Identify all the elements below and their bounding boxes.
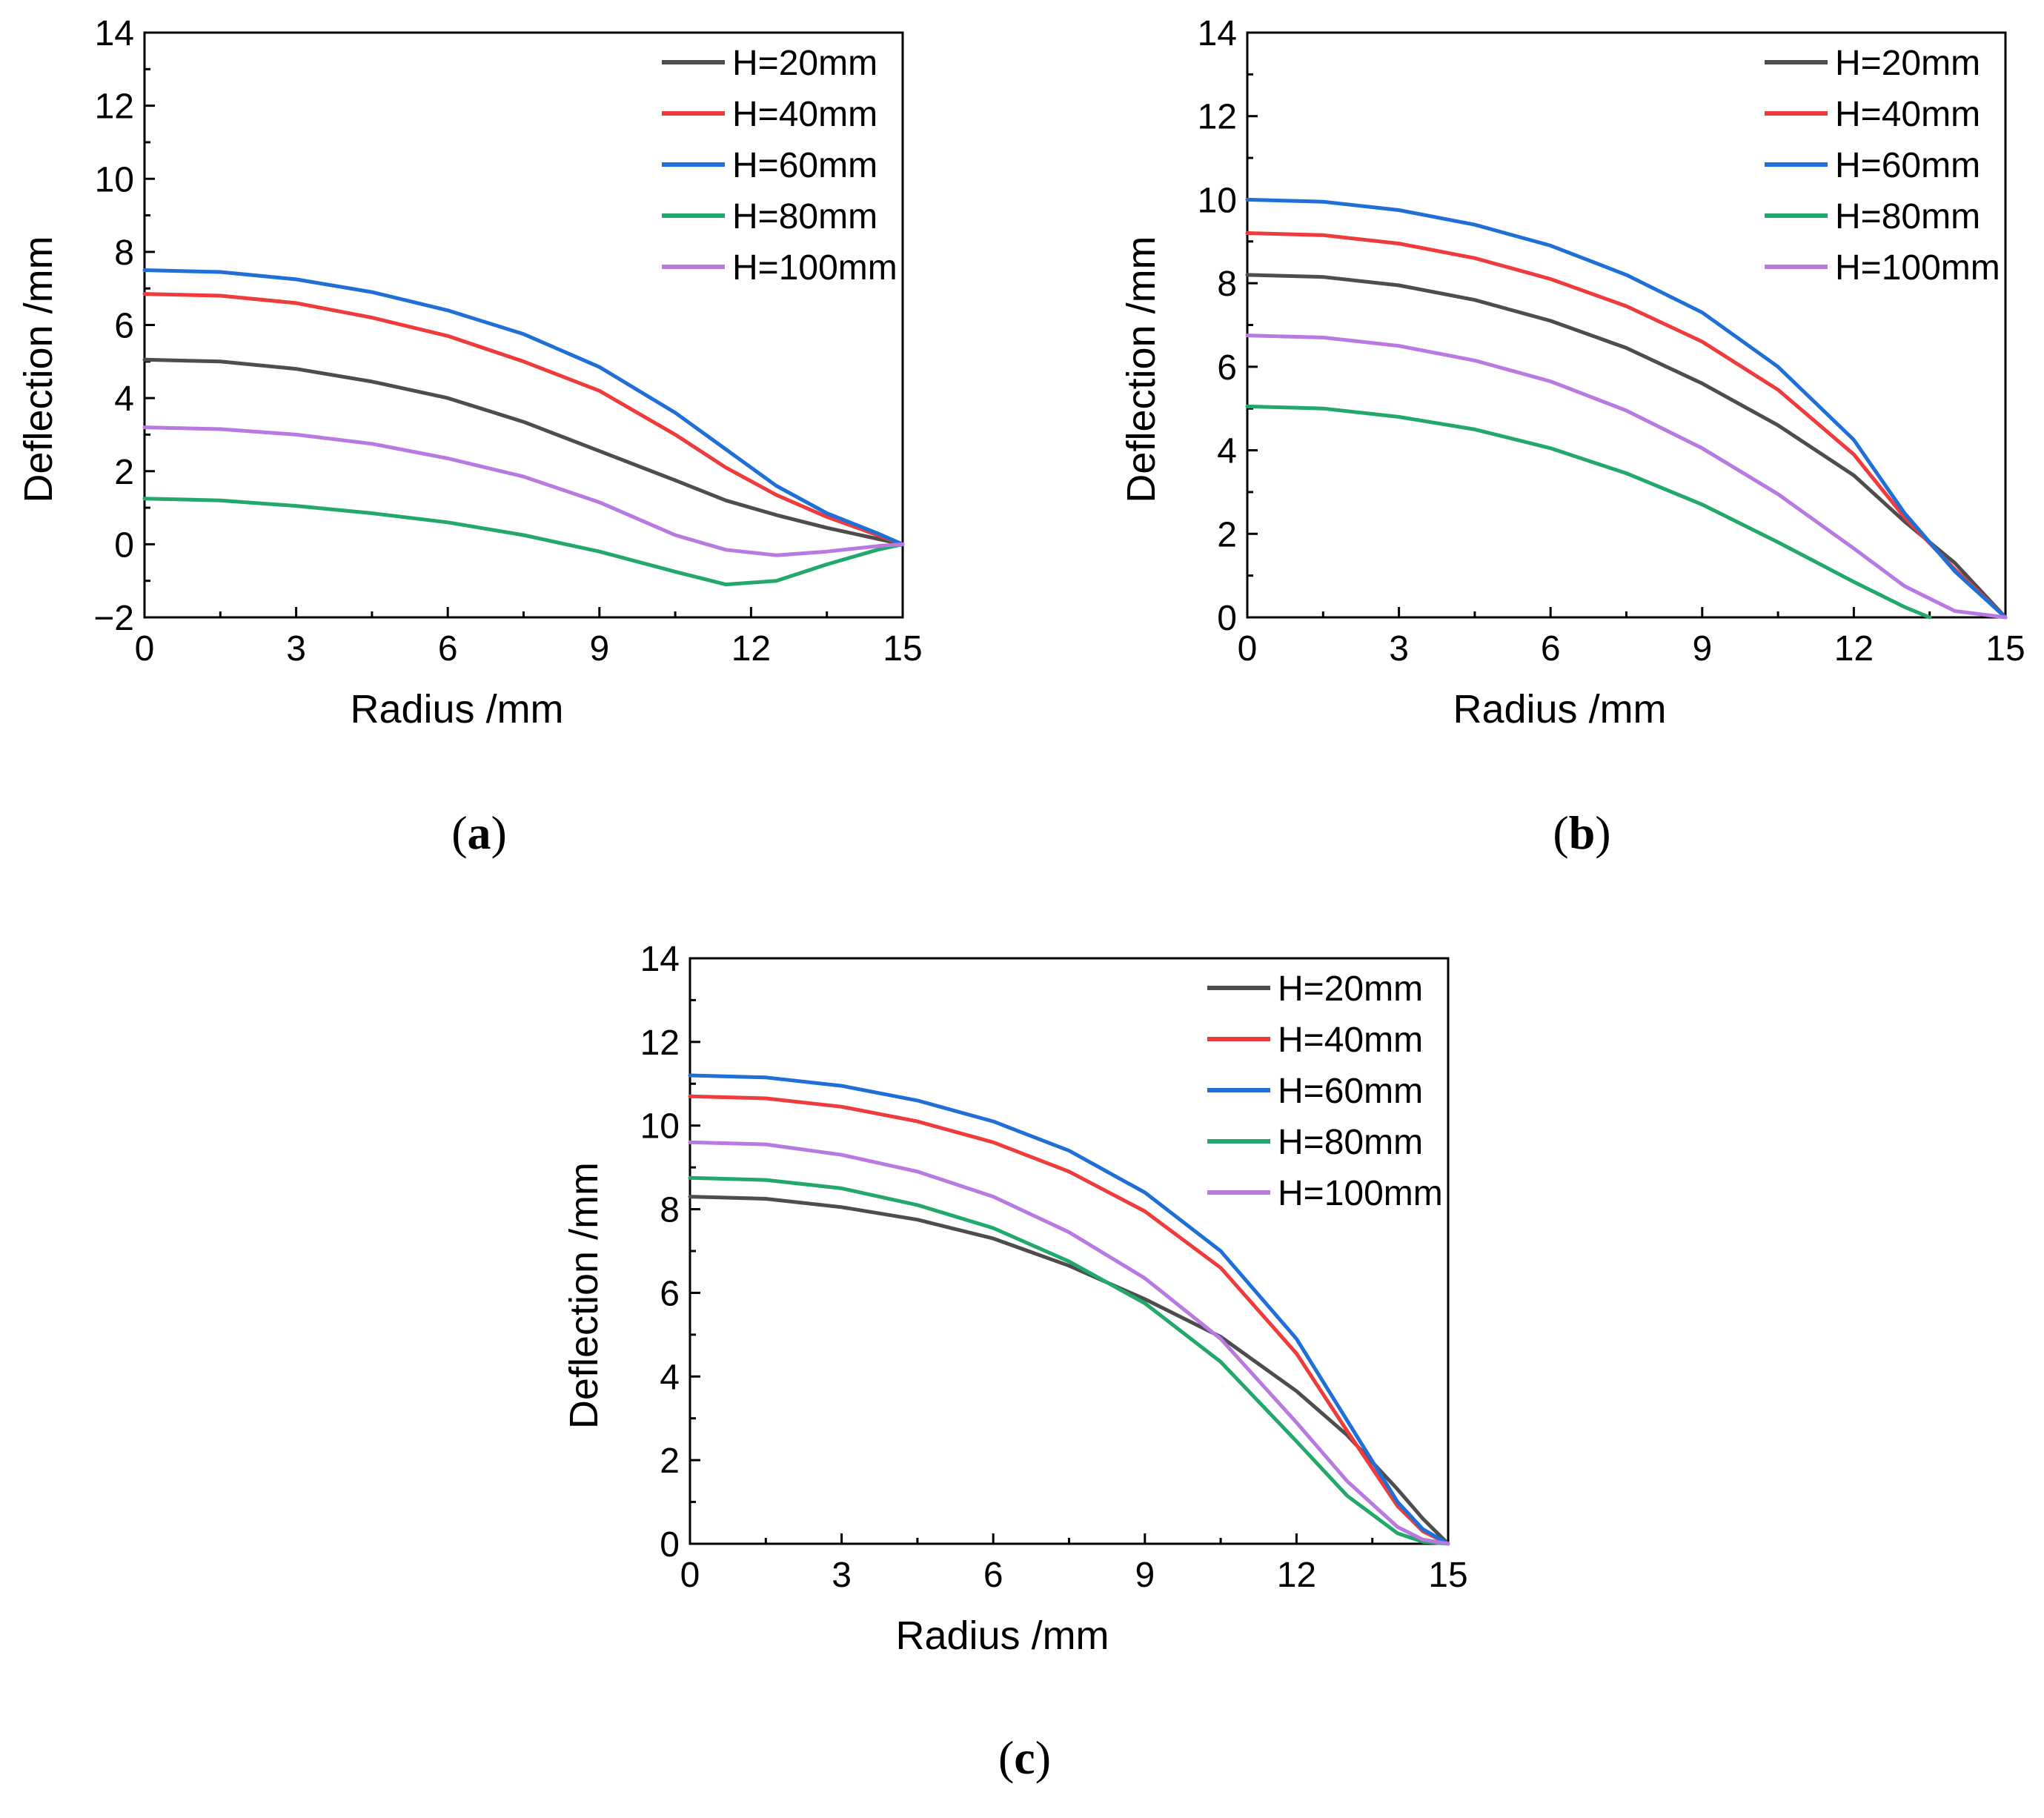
series-line-h-60mm xyxy=(688,1073,1450,1546)
y-tick-label: 12 xyxy=(1198,98,1237,137)
panel-letter: a xyxy=(468,806,491,859)
legend-label: H=100mm xyxy=(732,248,897,288)
y-tick-label: 6 xyxy=(1217,348,1237,388)
series-line-h-40mm xyxy=(1245,231,2008,620)
y-tick-label: 14 xyxy=(1198,14,1237,53)
legend-label: H=20mm xyxy=(732,44,877,83)
y-tick-label: 14 xyxy=(95,14,134,53)
legend-label: H=40mm xyxy=(1278,1021,1423,1060)
series-line-h-80mm xyxy=(688,1175,1450,1546)
y-tick-label: 0 xyxy=(660,1525,680,1565)
series-line-h-80mm xyxy=(142,497,905,587)
legend-label: H=60mm xyxy=(732,146,877,185)
legend-label: H=80mm xyxy=(1278,1123,1423,1162)
y-tick-label: 12 xyxy=(640,1024,680,1063)
y-tick-label: 10 xyxy=(1198,181,1237,220)
x-tick-label: 12 xyxy=(1277,1556,1316,1595)
y-tick-label: 14 xyxy=(640,940,680,979)
legend-label: H=40mm xyxy=(1835,95,1980,134)
series-line-h-100mm xyxy=(1245,334,2008,620)
y-tick-label: 2 xyxy=(1217,515,1237,554)
series-line-h-100mm xyxy=(142,425,905,557)
y-axis-title: Deflection /mm xyxy=(562,1162,606,1429)
x-tick-label: 15 xyxy=(883,629,922,669)
series-line-h-100mm xyxy=(688,1140,1450,1546)
x-tick-label: 12 xyxy=(731,629,771,669)
y-tick-label: 10 xyxy=(640,1107,680,1147)
series-line-h-20mm xyxy=(142,357,905,546)
x-axis-title: Radius /mm xyxy=(895,1613,1109,1658)
legend-label: H=20mm xyxy=(1835,44,1980,83)
x-tick-label: 9 xyxy=(1692,629,1712,669)
y-tick-label: 10 xyxy=(95,160,134,199)
series-line-h-40mm xyxy=(142,292,905,546)
x-tick-label: 15 xyxy=(1985,629,2025,669)
x-tick-label: 12 xyxy=(1834,629,1874,669)
series-line-h-60mm xyxy=(1245,197,2008,620)
chart-panel-b: 0 3 6 9 12 15 0 2 4 6 8 10 12 14 Radius /mm Deflection … xyxy=(1119,14,2025,859)
y-tick-label: 0 xyxy=(1217,599,1237,638)
x-tick-label: 9 xyxy=(1135,1556,1155,1595)
panel-caption-c: (c) xyxy=(998,1731,1051,1784)
y-axis-title: Deflection /mm xyxy=(1119,236,1164,502)
x-tick-label: 9 xyxy=(589,629,609,669)
x-tick-label: 6 xyxy=(983,1556,1003,1595)
legend-label: H=40mm xyxy=(732,95,877,134)
panel-letter: c xyxy=(1014,1731,1035,1784)
y-tick-label: 8 xyxy=(660,1191,680,1230)
y-axis-title: Deflection /mm xyxy=(16,236,61,502)
y-tick-label: 8 xyxy=(1217,265,1237,304)
legend-label: H=80mm xyxy=(732,197,877,236)
legend-label: H=60mm xyxy=(1835,146,1980,185)
series-line-h-20mm xyxy=(688,1195,1450,1546)
y-tick-label: 2 xyxy=(660,1442,680,1481)
y-tick-label: 4 xyxy=(660,1358,680,1397)
x-tick-label: 3 xyxy=(832,1556,852,1595)
legend-label: H=100mm xyxy=(1278,1174,1443,1213)
y-tick-label: 8 xyxy=(114,233,134,273)
panel-letter: b xyxy=(1569,806,1596,859)
series-line-h-40mm xyxy=(688,1094,1450,1546)
panel-caption-a: (a) xyxy=(451,806,507,859)
legend-label: H=80mm xyxy=(1835,197,1980,236)
x-tick-label: 3 xyxy=(1389,629,1409,669)
legend-label: H=100mm xyxy=(1835,248,2000,288)
y-tick-label: 6 xyxy=(660,1274,680,1313)
x-tick-label: 0 xyxy=(1238,629,1258,669)
series-line-h-80mm xyxy=(1245,404,1932,620)
series-line-h-60mm xyxy=(142,268,905,546)
legend-label: H=60mm xyxy=(1278,1072,1423,1111)
x-tick-label: 3 xyxy=(286,629,306,669)
y-tick-label: −2 xyxy=(93,599,134,638)
x-axis-title: Radius /mm xyxy=(350,687,563,731)
y-tick-label: 4 xyxy=(114,379,134,419)
x-tick-label: 6 xyxy=(438,629,458,669)
x-tick-label: 6 xyxy=(1541,629,1561,669)
y-tick-label: 4 xyxy=(1217,432,1237,471)
y-tick-label: 2 xyxy=(114,453,134,492)
chart-panel-c: 0 3 6 9 12 15 0 2 4 6 8 10 12 14 Radius /mm Deflection … xyxy=(562,940,1468,1784)
x-tick-label: 15 xyxy=(1428,1556,1467,1595)
x-tick-label: 0 xyxy=(680,1556,700,1595)
y-tick-label: 6 xyxy=(114,307,134,346)
y-tick-label: 0 xyxy=(114,525,134,565)
x-axis-title: Radius /mm xyxy=(1453,687,1666,731)
legend-label: H=20mm xyxy=(1278,969,1423,1009)
x-tick-label: 0 xyxy=(135,629,155,669)
y-tick-label: 12 xyxy=(95,87,134,127)
panel-caption-b: (b) xyxy=(1553,806,1610,859)
